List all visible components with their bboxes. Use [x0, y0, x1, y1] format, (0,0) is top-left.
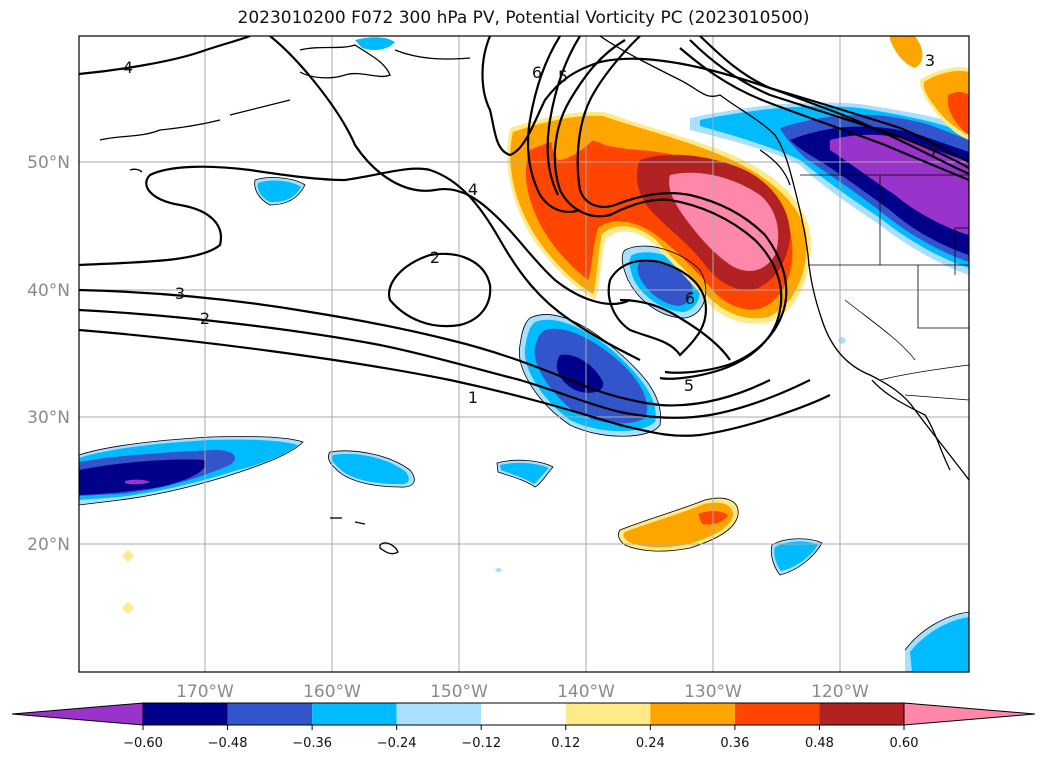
colorbar-tick-label: 0.12	[551, 736, 580, 751]
map-frame	[78, 35, 970, 673]
contour-label: 4	[468, 180, 478, 199]
contour-label: 2	[200, 309, 210, 328]
contour-label: 5	[558, 67, 568, 86]
contour-label: 4	[123, 58, 133, 77]
colorbar-segment	[396, 703, 482, 725]
contour-label: 1	[468, 388, 478, 407]
longitude-labels: 170°W 160°W 150°W 140°W 130°W 120°W	[176, 682, 869, 702]
colorbar-frame	[142, 702, 905, 726]
colorbar-segment	[734, 703, 820, 725]
colorbar-segment	[819, 703, 904, 725]
lat-tick-label: 20°N	[27, 535, 70, 555]
colorbar-tick-label: 0.24	[636, 736, 665, 751]
colorbar: −0.60 −0.48 −0.36 −0.24 −0.12 0.12 0.24 0.36 0.4…	[11, 702, 1036, 751]
contour-label: 5	[684, 376, 694, 395]
contour-label: 3	[925, 51, 935, 70]
lon-tick-label: 140°W	[557, 682, 615, 702]
map-plot-area: 4 6 5 4 2 3 2 1 6 5 3 3	[79, 36, 969, 672]
colorbar-tick-label: 0.48	[805, 736, 834, 751]
colorbar-tick-label: 0.36	[720, 736, 749, 751]
colorbar-tick-label: 0.60	[890, 736, 919, 751]
lat-tick-label: 40°N	[27, 281, 70, 301]
lat-tick-label: 30°N	[27, 408, 70, 428]
contour-label: 6	[532, 63, 542, 82]
colorbar-segment	[650, 703, 735, 725]
lon-tick-label: 150°W	[430, 682, 488, 702]
lon-tick-label: 160°W	[303, 682, 361, 702]
political-borders	[800, 174, 969, 401]
contour-label: 3	[175, 284, 185, 303]
coastlines	[99, 36, 969, 555]
gridlines	[79, 36, 969, 672]
colorbar-extend-max	[903, 702, 1036, 726]
colorbar-segment	[565, 703, 651, 725]
lon-tick-label: 170°W	[176, 682, 234, 702]
colorbar-tick-label: −0.60	[123, 736, 163, 751]
map-title: 2023010200 F072 300 hPa PV, Potential Vo…	[237, 8, 810, 28]
colorbar-segment	[143, 703, 228, 725]
colorbar-tick-label: −0.36	[292, 736, 332, 751]
contour-label: 6	[685, 289, 695, 308]
colorbar-segment	[481, 703, 566, 725]
colorbar-tick-label: −0.12	[461, 736, 501, 751]
lon-tick-label: 120°W	[811, 682, 869, 702]
colorbar-segment	[227, 703, 313, 725]
pv-contours	[79, 36, 969, 437]
colorbar-segment	[312, 703, 397, 725]
pv-positive-fills	[122, 36, 969, 614]
colorbar-tick-label: −0.24	[377, 736, 417, 751]
colorbar-tick-label: −0.48	[208, 736, 248, 751]
lat-tick-label: 50°N	[27, 153, 70, 173]
contour-label: 3	[926, 141, 936, 160]
contour-labels: 4 6 5 4 2 3 2 1 6 5 3 3	[123, 51, 936, 407]
pv-negative-fills	[79, 37, 969, 672]
latitude-labels: 50°N 40°N 30°N 20°N	[27, 153, 70, 555]
lon-tick-label: 130°W	[684, 682, 742, 702]
contour-label: 2	[430, 248, 440, 267]
colorbar-extend-min	[11, 702, 144, 726]
